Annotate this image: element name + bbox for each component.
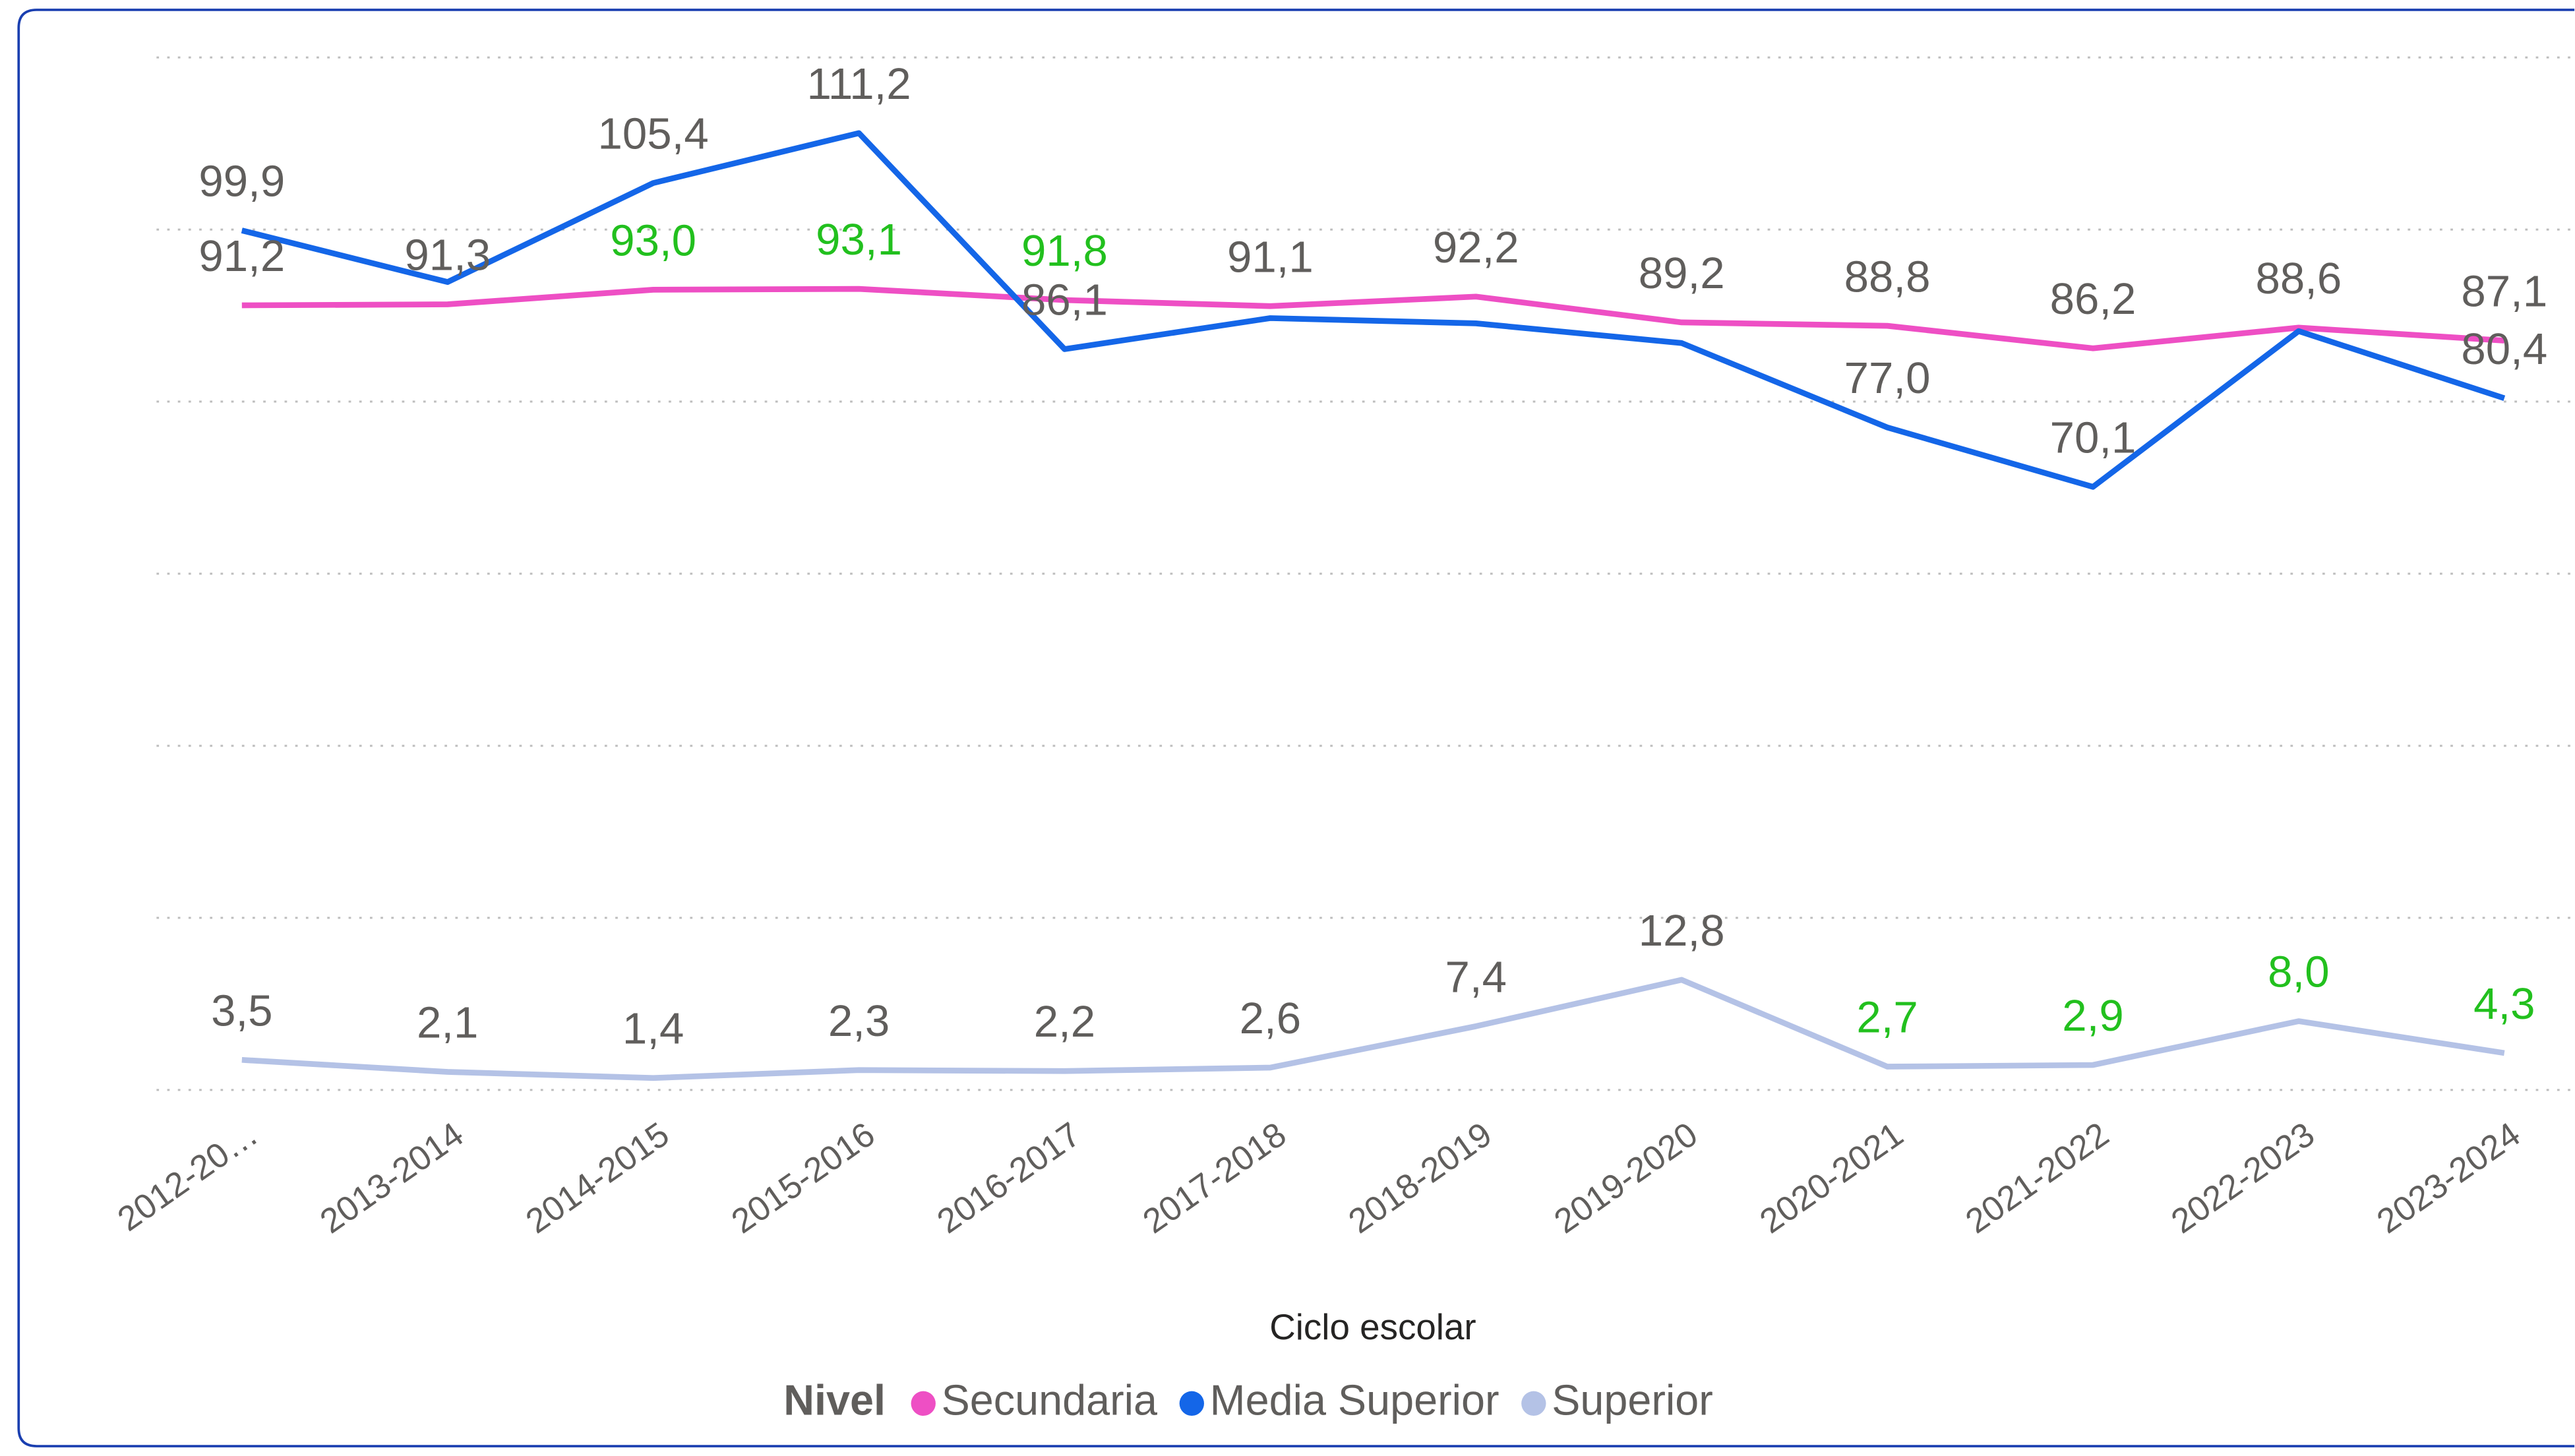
x-tick-label: 2020-2021 xyxy=(1753,1115,1910,1241)
x-tick-label: 2019-2020 xyxy=(1548,1115,1705,1241)
data-label: 87,1 xyxy=(2461,266,2547,316)
data-label: 99,9 xyxy=(198,156,285,206)
data-label: 4,3 xyxy=(2473,979,2535,1029)
legend-label: Superior xyxy=(1552,1376,1713,1424)
legend-label: Media Superior xyxy=(1210,1376,1500,1424)
data-label: 93,1 xyxy=(816,215,902,264)
legend-marker xyxy=(1179,1391,1204,1416)
data-label: 77,0 xyxy=(1844,353,1931,403)
data-label: 12,8 xyxy=(1639,906,1725,956)
x-tick-label: 2013-2014 xyxy=(313,1115,470,1241)
data-label: 111,2 xyxy=(806,59,911,109)
data-label: 86,2 xyxy=(2050,274,2136,324)
data-label: 2,1 xyxy=(417,998,478,1048)
data-label: 3,5 xyxy=(211,986,272,1035)
x-tick-label: 2012-20… xyxy=(111,1115,264,1239)
data-label: 2,2 xyxy=(1034,997,1095,1046)
data-label: 8,0 xyxy=(2268,948,2329,997)
x-tick-label: 2018-2019 xyxy=(1342,1115,1499,1241)
data-label: 105,4 xyxy=(598,109,709,159)
x-tick-label: 2021-2022 xyxy=(1959,1115,2116,1241)
legend-title: Nivel xyxy=(783,1376,886,1424)
data-label: 7,4 xyxy=(1445,952,1507,1002)
data-label: 88,8 xyxy=(1844,252,1931,301)
x-tick-label: 2016-2017 xyxy=(930,1115,1087,1241)
x-tick-label: 2022-2023 xyxy=(2165,1115,2322,1241)
x-tick-label: 2017-2018 xyxy=(1136,1115,1293,1241)
frame xyxy=(17,9,2575,1447)
data-label: 92,2 xyxy=(1433,223,1519,272)
data-label: 2,6 xyxy=(1240,994,1301,1043)
data-label: 88,6 xyxy=(2256,254,2342,303)
legend-marker xyxy=(1521,1391,1546,1416)
legend-label: Secundaria xyxy=(942,1376,1157,1424)
series-line xyxy=(241,286,2505,351)
x-tick-label: 2014-2015 xyxy=(519,1115,676,1241)
data-label: 86,1 xyxy=(1021,276,1108,325)
x-axis-title: Ciclo escolar xyxy=(1269,1306,1476,1347)
data-label: 93,0 xyxy=(610,216,696,265)
data-label: 91,3 xyxy=(404,231,491,280)
data-label: 70,1 xyxy=(2050,413,2136,462)
data-label: 1,4 xyxy=(622,1004,684,1054)
x-tick-label: 2015-2016 xyxy=(725,1115,882,1241)
data-label: 2,7 xyxy=(1856,993,1918,1043)
series-line xyxy=(241,130,2506,490)
series-line xyxy=(241,977,2505,1081)
data-label: 89,2 xyxy=(1639,249,1725,298)
data-label: 91,1 xyxy=(1227,232,1314,282)
data-label: 91,8 xyxy=(1021,226,1108,276)
legend-marker xyxy=(911,1391,936,1416)
data-label: 91,2 xyxy=(198,231,285,281)
data-label: 2,3 xyxy=(828,996,890,1046)
data-label: 80,4 xyxy=(2461,324,2547,374)
x-tick-label: 2023-2024 xyxy=(2371,1115,2528,1241)
data-label: 2,9 xyxy=(2062,991,2123,1041)
